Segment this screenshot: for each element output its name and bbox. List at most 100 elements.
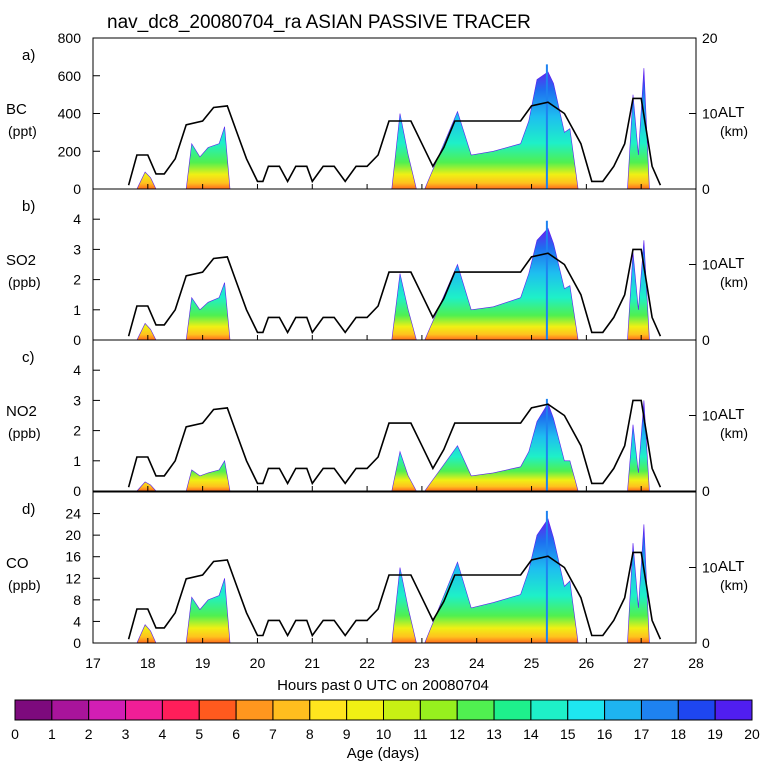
- alt-tick-label: 0: [702, 332, 710, 348]
- y-tick-label: 0: [73, 483, 81, 499]
- y-tick-label: 4: [73, 211, 81, 227]
- y-tick-label: 16: [65, 549, 81, 565]
- alt-label: ALT: [718, 104, 744, 121]
- alt-tick-label: 10: [702, 106, 718, 122]
- colorbar-tick-label: 16: [597, 726, 613, 742]
- altitude-line: [127, 248, 662, 337]
- colorbar-swatch: [14, 699, 53, 721]
- altitude-line: [127, 399, 662, 488]
- colorbar-swatch: [567, 699, 606, 721]
- alt-tick-label: 10: [702, 560, 718, 576]
- unit-label: (ppt): [8, 123, 37, 139]
- x-tick-label: 19: [195, 655, 211, 671]
- colorbar-swatch: [346, 699, 384, 721]
- colorbar: 0 1 2 3 4 5 6 7 8 9 10 11 12 13 14 15 16 17 18 19 20: [11, 699, 760, 742]
- colorbar-swatch: [272, 699, 311, 721]
- panel-so2: 0 1 2 3 4 0 10 b) SO2 (ppb) ALT (km): [6, 188, 748, 348]
- x-tick-label: 28: [688, 655, 704, 671]
- colorbar-tick-label: 7: [269, 726, 277, 742]
- colorbar-swatch: [640, 699, 679, 721]
- y-tick-label: 600: [58, 68, 82, 84]
- colorbar-tick-label: 4: [159, 726, 167, 742]
- y-tick-label: 4: [73, 613, 81, 629]
- y-tick-label: 4: [73, 362, 81, 378]
- colorbar-tick-label: 17: [634, 726, 650, 742]
- x-tick-label: 25: [524, 655, 540, 671]
- x-tick-label: 23: [414, 655, 430, 671]
- x-tick-label: 17: [85, 655, 101, 671]
- alt-tick-label: 10: [702, 408, 718, 424]
- x-tick-label: 22: [359, 655, 375, 671]
- colorbar-swatch: [714, 699, 753, 721]
- alt-label: ALT: [718, 255, 744, 272]
- chart-title: nav_dc8_20080704_ra ASIAN PASSIVE TRACER: [107, 12, 531, 33]
- colorbar-swatch: [383, 699, 421, 721]
- colorbar-tick-label: 20: [744, 726, 760, 742]
- colorbar-tick-label: 2: [85, 726, 93, 742]
- plot-frame: [92, 339, 697, 492]
- colorbar-swatch: [309, 699, 348, 721]
- x-tick-label: 20: [250, 655, 266, 671]
- y-tick-label: 200: [58, 143, 82, 159]
- alt-tick-label: 20: [702, 30, 718, 46]
- panel-letter: d): [22, 501, 35, 518]
- alt-label: ALT: [718, 406, 744, 423]
- y-tick-label: 3: [73, 241, 81, 257]
- alt-tick-label: 10: [702, 257, 718, 273]
- alt-unit-label: (km): [720, 274, 748, 290]
- y-tick-label: 8: [73, 592, 81, 608]
- alt-label: ALT: [718, 558, 744, 575]
- colorbar-tick-label: 14: [523, 726, 539, 742]
- panel-letter: a): [22, 47, 35, 64]
- colorbar-tick-label: 6: [232, 726, 240, 742]
- altitude-line: [127, 551, 662, 640]
- x-tick-label: 27: [633, 655, 649, 671]
- colorbar-swatch: [530, 699, 569, 721]
- y-tick-label: 800: [58, 30, 82, 46]
- alt-unit-label: (km): [720, 425, 748, 441]
- x-tick-label: 18: [140, 655, 156, 671]
- colorbar-swatch: [161, 699, 200, 721]
- y-tick-label: 0: [73, 635, 81, 651]
- colorbar-swatch: [493, 699, 532, 721]
- colorbar-tick-label: 0: [11, 726, 19, 742]
- y-tick-label: 2: [73, 423, 81, 439]
- colorbar-tick-label: 8: [306, 726, 314, 742]
- x-tick-label: 24: [469, 655, 485, 671]
- colorbar-swatch: [198, 699, 237, 721]
- y-tick-label: 2: [73, 272, 81, 288]
- y-tick-label: 0: [73, 332, 81, 348]
- panel-bc: 0 200 400 600 800 0 10 20 a) BC (ppt) ALT (km): [6, 30, 748, 197]
- panels: 020040060080001020a)BC(ppt)ALT(km)012340…: [6, 30, 748, 651]
- x-axis-ticks: 17 18 19 20 21 22 23 24 25 26 27 28: [85, 655, 704, 671]
- colorbar-tick-label: 18: [671, 726, 687, 742]
- colorbar-tick-label: 11: [413, 726, 428, 742]
- colorbar-tick-label: 15: [560, 726, 576, 742]
- y-tick-label: 24: [65, 506, 81, 522]
- colorbar-label: Age (days): [347, 745, 420, 762]
- colorbar-tick-label: 19: [707, 726, 723, 742]
- species-label: SO2: [6, 252, 36, 269]
- unit-label: (ppb): [8, 425, 41, 441]
- y-tick-label: 0: [73, 181, 81, 197]
- x-tick-label: 21: [304, 655, 320, 671]
- colorbar-tick-label: 9: [343, 726, 351, 742]
- alt-tick-label: 0: [702, 635, 710, 651]
- alt-tick-label: 0: [702, 181, 710, 197]
- colorbar-swatch: [419, 699, 458, 721]
- alt-tick-label: 0: [702, 483, 710, 499]
- species-label: BC: [6, 101, 27, 118]
- panel-letter: b): [22, 198, 35, 215]
- y-tick-label: 3: [73, 392, 81, 408]
- alt-unit-label: (km): [720, 123, 748, 139]
- panel-co: 0 4 8 12 16 20 24 0 10 d) CO (ppb) ALT (km): [6, 491, 748, 651]
- colorbar-tick-label: 3: [122, 726, 130, 742]
- y-tick-label: 1: [73, 302, 81, 318]
- colorbar-swatch: [235, 699, 274, 721]
- colorbar-tick-label: 1: [48, 726, 56, 742]
- unit-label: (ppb): [8, 577, 41, 593]
- x-tick-label: 26: [579, 655, 595, 671]
- tracer-area: [136, 400, 650, 492]
- species-label: NO2: [6, 403, 37, 420]
